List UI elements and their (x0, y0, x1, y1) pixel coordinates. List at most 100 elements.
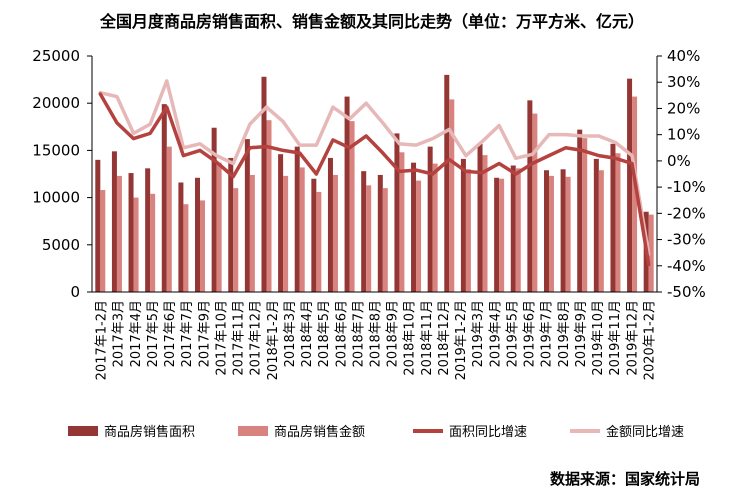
bar-amount (449, 99, 455, 292)
bar-amount (515, 168, 521, 292)
bar-area (627, 78, 633, 292)
bar-area (261, 76, 267, 293)
bar-amount (116, 175, 122, 292)
bar-amount (200, 200, 206, 292)
x-axis: 2017年1-2月 2017年3月 2017年4月 2017年5月 2017年6月 201… (92, 291, 657, 380)
right-tick-label: 40% (667, 47, 700, 65)
bar-amount (548, 175, 554, 292)
x-tick-label: 2018年6月 (334, 300, 349, 367)
right-tick-label: 30% (667, 73, 700, 91)
x-tick-label: 2018年5月 (317, 300, 332, 367)
bar-area (394, 133, 400, 292)
x-tick-label: 2019年1-2月 (454, 300, 469, 380)
bar-area (427, 146, 433, 292)
bar-area (228, 157, 234, 292)
legend: 商品房销售面积 商品房销售金额 面积同比增速 金额同比增速 (68, 424, 684, 440)
bar-area (510, 165, 516, 292)
bar-area (211, 127, 217, 293)
bar-amount (133, 197, 139, 292)
bar-amount (465, 169, 471, 292)
bar-amount (648, 214, 654, 292)
bar-amount (100, 190, 106, 292)
x-tick-label: 2017年11月 (232, 300, 247, 376)
bar-area (278, 154, 284, 292)
bar-amount (266, 120, 272, 292)
x-tick-label: 2018年4月 (300, 300, 315, 367)
bar-amount (416, 180, 422, 292)
source-note: 数据来源：国家统计局 (550, 470, 700, 488)
bar-area (327, 157, 333, 292)
bar-area (494, 177, 500, 292)
bar-amount (166, 146, 172, 292)
legend-label: 商品房销售面积 (104, 424, 195, 440)
left-tick-label: 20000 (32, 94, 80, 112)
bar-area (361, 171, 367, 292)
right-tick-label: 0% (667, 152, 691, 170)
bar-area (344, 96, 350, 292)
bar-area (444, 74, 450, 292)
x-tick-label: 2017年3月 (112, 300, 127, 367)
bar-area (543, 170, 549, 292)
bar-amount (582, 138, 588, 292)
left-tick-label: 0 (70, 283, 80, 301)
line-amount-growth (98, 79, 651, 256)
right-tick-label: -10% (667, 178, 706, 196)
bar-amount (482, 155, 488, 292)
bar-amount (632, 96, 638, 292)
bar-amount (532, 113, 538, 292)
bar-area (95, 159, 101, 292)
x-tick-label: 2018年12月 (437, 300, 452, 376)
right-tick-label: -20% (667, 204, 706, 222)
left-tick-label: 25000 (32, 47, 80, 65)
bar-area (460, 158, 466, 292)
x-tick-label: 2017年12月 (249, 300, 264, 376)
bar-area (477, 143, 483, 292)
x-tick-label: 2019年6月 (523, 300, 538, 367)
x-tick-label: 2017年9月 (197, 300, 212, 367)
plot-area (95, 74, 654, 293)
x-tick-label: 2018年7月 (351, 300, 366, 367)
bar-area (244, 139, 250, 292)
x-tick-label: 2018年11月 (420, 300, 435, 376)
bar-area (610, 143, 616, 292)
right-axis: -50% -40% -30% -20% -10% 0% 10% 20% 30% 40% (656, 47, 706, 301)
right-tick-label: 20% (667, 99, 700, 117)
bar-amount (216, 162, 222, 292)
right-tick-label: -40% (667, 257, 706, 275)
bar-area (311, 178, 317, 292)
legend-swatch (68, 426, 98, 436)
bar-area (111, 151, 117, 292)
bar-area (128, 173, 134, 292)
left-tick-label: 15000 (32, 141, 80, 159)
bar-area (560, 169, 566, 292)
legend-label: 金额同比增速 (606, 424, 684, 440)
bar-amount (349, 121, 355, 292)
x-tick-label: 2020年1-2月 (642, 300, 657, 380)
bar-amount (598, 170, 604, 292)
bar-area (145, 168, 151, 292)
bar-amount (299, 167, 305, 292)
bar-area (178, 182, 184, 292)
bar-area (527, 100, 533, 293)
bar-area (411, 162, 417, 292)
bar-amount (150, 193, 156, 292)
bar-area (593, 158, 599, 292)
bar-amount (382, 188, 388, 292)
x-tick-label: 2019年10月 (591, 300, 606, 376)
bar-area (161, 104, 167, 292)
x-tick-label: 2018年3月 (283, 300, 298, 367)
x-tick-label: 2019年4月 (488, 300, 503, 367)
x-tick-label: 2018年9月 (386, 300, 401, 367)
right-tick-label: 10% (667, 126, 700, 144)
bar-amount (183, 204, 189, 292)
x-tick-label: 2018年8月 (369, 300, 384, 367)
x-tick-label: 2019年3月 (471, 300, 486, 367)
legend-swatch (238, 426, 268, 436)
bar-amount (332, 174, 338, 292)
x-tick-label: 2017年10月 (214, 300, 229, 376)
bar-area (195, 177, 201, 292)
x-tick-label: 2019年7月 (540, 300, 555, 367)
x-tick-label: 2019年5月 (505, 300, 520, 367)
x-tick-label: 2017年1-2月 (95, 300, 110, 380)
